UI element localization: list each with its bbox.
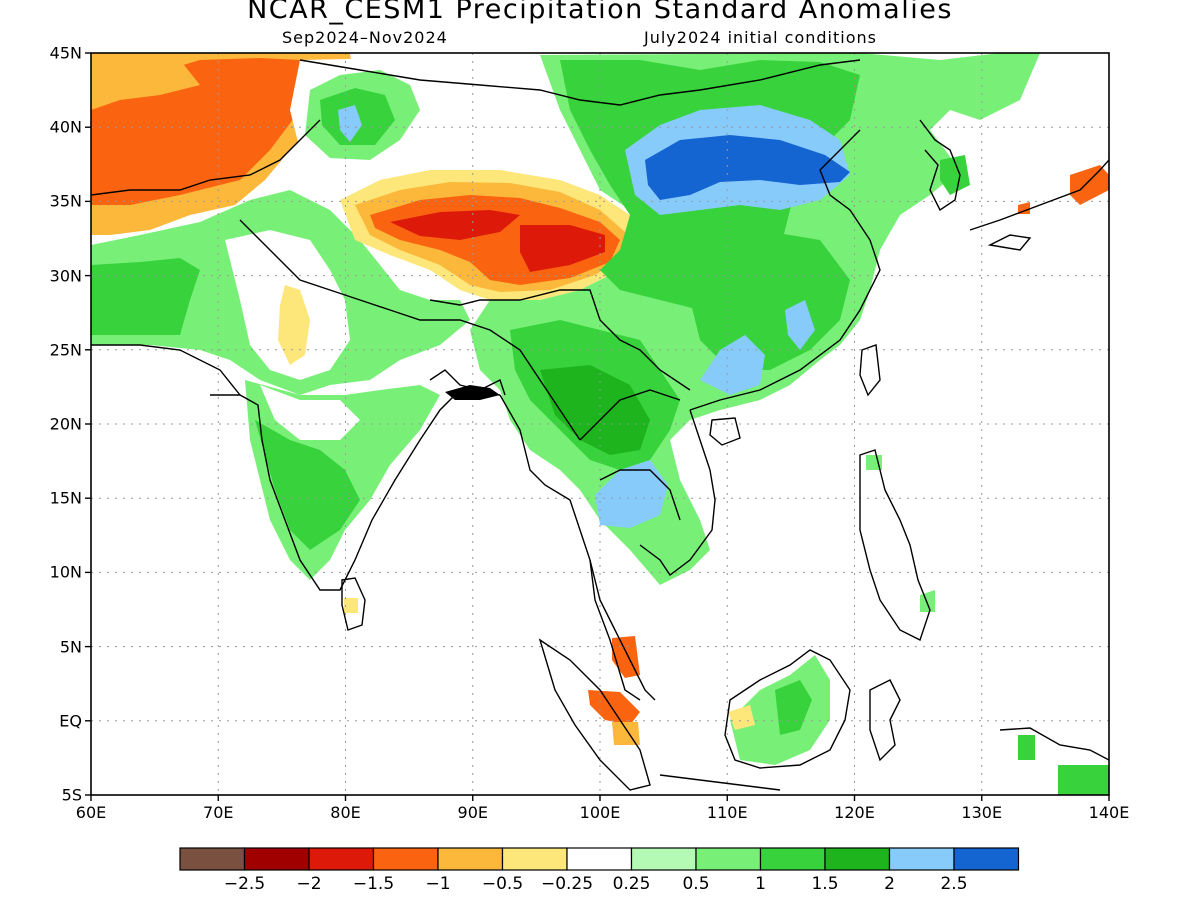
- latitude-tick-label: 5N: [59, 637, 82, 657]
- colorbar-swatch: [501, 847, 568, 871]
- colorbar-label: 2.5: [940, 874, 968, 894]
- map-gridlines: [91, 53, 1109, 795]
- colorbar-swatch: [888, 847, 955, 871]
- colorbar-swatch: [372, 847, 439, 871]
- colorbar-swatch: [759, 847, 826, 871]
- colorbar-swatch: [695, 847, 762, 871]
- anomaly-region: [540, 365, 650, 455]
- colorbar-label: −0.5: [481, 874, 524, 894]
- latitude-tick-label: 5S: [61, 785, 82, 805]
- longitude-tick-label: 90E: [457, 803, 488, 822]
- anomaly-region: [775, 680, 812, 735]
- latitude-tick-label: 25N: [49, 340, 82, 360]
- anomaly-region: [866, 455, 882, 470]
- colorbar-label: 0.25: [612, 874, 651, 894]
- colorbar-label: 1.5: [811, 874, 839, 894]
- longitude-tick-label: 140E: [1088, 803, 1130, 822]
- anomaly-region: [1018, 202, 1030, 214]
- anomaly-region: [91, 258, 200, 335]
- longitude-tick-label: 100E: [579, 803, 621, 822]
- colorbar-swatch: [953, 847, 1020, 871]
- forecast-period: Sep2024–Nov2024: [282, 28, 448, 47]
- anomaly-region: [255, 420, 360, 550]
- latitude-tick-label: 40N: [49, 117, 82, 137]
- latitude-tick-label: 30N: [49, 266, 82, 286]
- anomaly-region: [1070, 165, 1109, 205]
- latitude-tick-label: EQ: [59, 711, 82, 731]
- colorbar-label: −2.5: [223, 874, 266, 894]
- latitude-tick-label: 35N: [49, 191, 82, 211]
- anomaly-shading: [91, 53, 1109, 795]
- colorbar-swatch: [308, 847, 375, 871]
- colorbar-swatch: [179, 847, 246, 871]
- chart-title: NCAR_CESM1 Precipitation Standard Anomal…: [247, 0, 953, 25]
- anomaly-region: [728, 705, 755, 730]
- anomaly-region: [344, 598, 358, 613]
- colorbar-label: 1: [755, 874, 766, 894]
- anomaly-region: [645, 135, 850, 200]
- longitude-tick-label: 110E: [706, 803, 748, 822]
- anomaly-region: [91, 55, 200, 110]
- latitude-tick-label: 45N: [49, 43, 82, 63]
- colorbar-swatch: [566, 847, 633, 871]
- anomaly-region: [785, 300, 815, 350]
- anomaly-region: [1018, 735, 1035, 760]
- anomaly-region: [338, 105, 362, 142]
- anomaly-region: [920, 590, 935, 612]
- colorbar-swatch: [824, 847, 891, 871]
- colorbar-label: 0.5: [682, 874, 710, 894]
- colorbar-swatch: [630, 847, 697, 871]
- latitude-tick-label: 10N: [49, 562, 82, 582]
- anomaly-region: [612, 722, 640, 745]
- latitude-tick-label: 20N: [49, 414, 82, 434]
- initial-conditions: July2024 initial conditions: [644, 28, 877, 47]
- colorbar-swatch: [437, 847, 504, 871]
- colorbar: [179, 847, 1020, 871]
- longitude-tick-label: 80E: [330, 803, 361, 822]
- anomaly-region: [940, 155, 970, 195]
- colorbar-label: −1.5: [352, 874, 395, 894]
- anomaly-region: [260, 385, 360, 440]
- coastlines: [91, 59, 1109, 791]
- colorbar-label: −2: [296, 874, 322, 894]
- colorbar-swatch: [243, 847, 310, 871]
- anomaly-region: [520, 225, 605, 272]
- colorbar-label: −1: [425, 874, 451, 894]
- anomaly-region: [1058, 765, 1109, 795]
- anomaly-region: [278, 285, 310, 365]
- longitude-tick-label: 70E: [203, 803, 234, 822]
- anomaly-region: [595, 460, 668, 528]
- latitude-tick-label: 15N: [49, 488, 82, 508]
- colorbar-label: −0.25: [540, 874, 594, 894]
- colorbar-label: 2: [884, 874, 895, 894]
- longitude-tick-label: 60E: [75, 803, 107, 822]
- anomaly-region: [390, 210, 520, 240]
- delta-coast: [445, 385, 500, 400]
- longitude-tick-label: 120E: [834, 803, 875, 822]
- longitude-tick-label: 130E: [961, 803, 1003, 822]
- anomaly-region: [588, 690, 640, 725]
